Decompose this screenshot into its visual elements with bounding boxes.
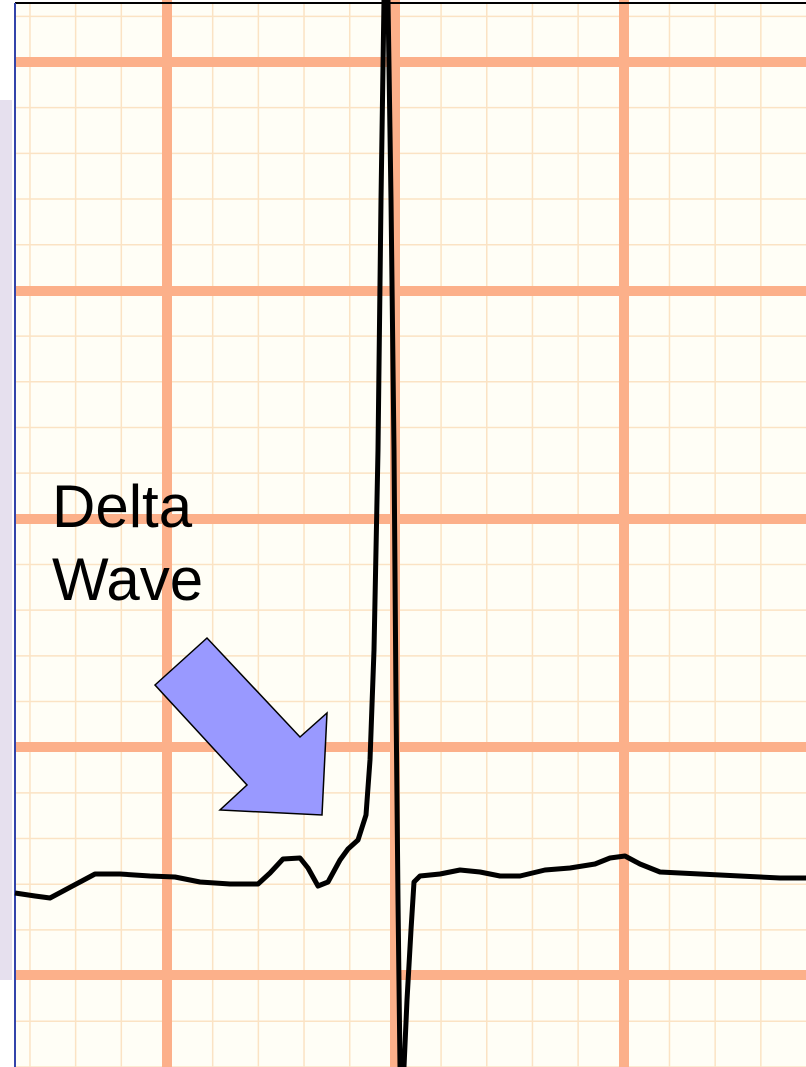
arrow	[153, 636, 328, 816]
annotation-line: Wave	[52, 546, 203, 613]
ecg-trace	[14, 0, 806, 1067]
ruler	[0, 100, 12, 980]
paper	[15, 3, 806, 1067]
annotation-line: Delta	[52, 473, 193, 540]
major-grid	[15, 0, 806, 1067]
